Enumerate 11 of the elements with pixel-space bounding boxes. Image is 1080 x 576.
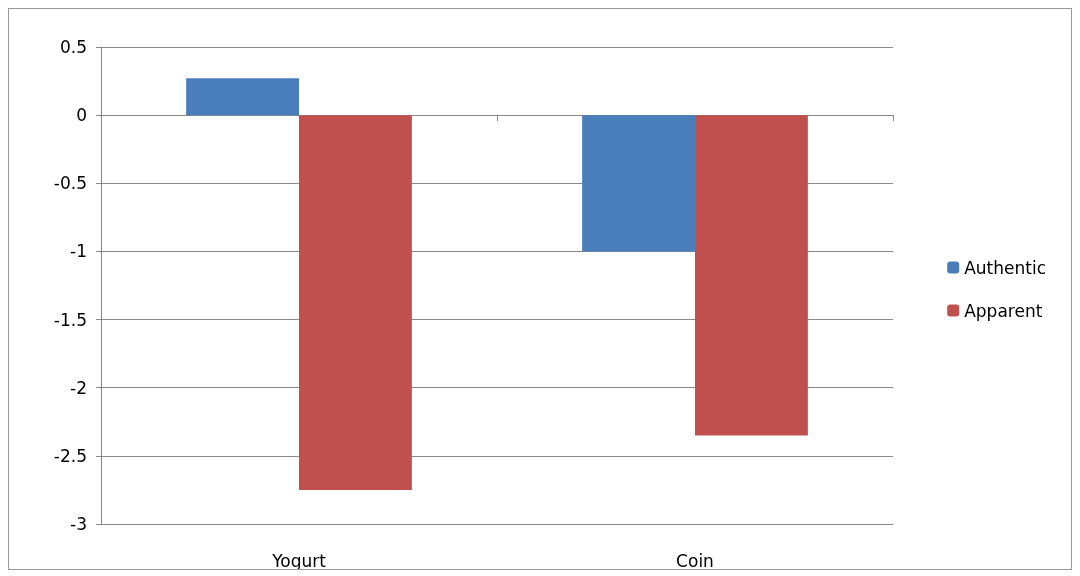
- y-tick-label: -1: [70, 241, 87, 262]
- y-tick-label: 0.5: [59, 37, 87, 57]
- legend-label: Authentic: [964, 257, 1046, 278]
- y-tick-label: -2.5: [53, 445, 87, 466]
- y-tick-label: -1.5: [53, 309, 87, 330]
- x-tick-label: Coin: [676, 550, 714, 571]
- y-tick-label: -0.5: [53, 173, 87, 194]
- legend-label: Apparent: [964, 300, 1043, 321]
- y-tick-label: 0: [76, 105, 87, 126]
- y-tick-label: -2: [70, 377, 87, 398]
- y-tick-label: -3: [70, 514, 87, 534]
